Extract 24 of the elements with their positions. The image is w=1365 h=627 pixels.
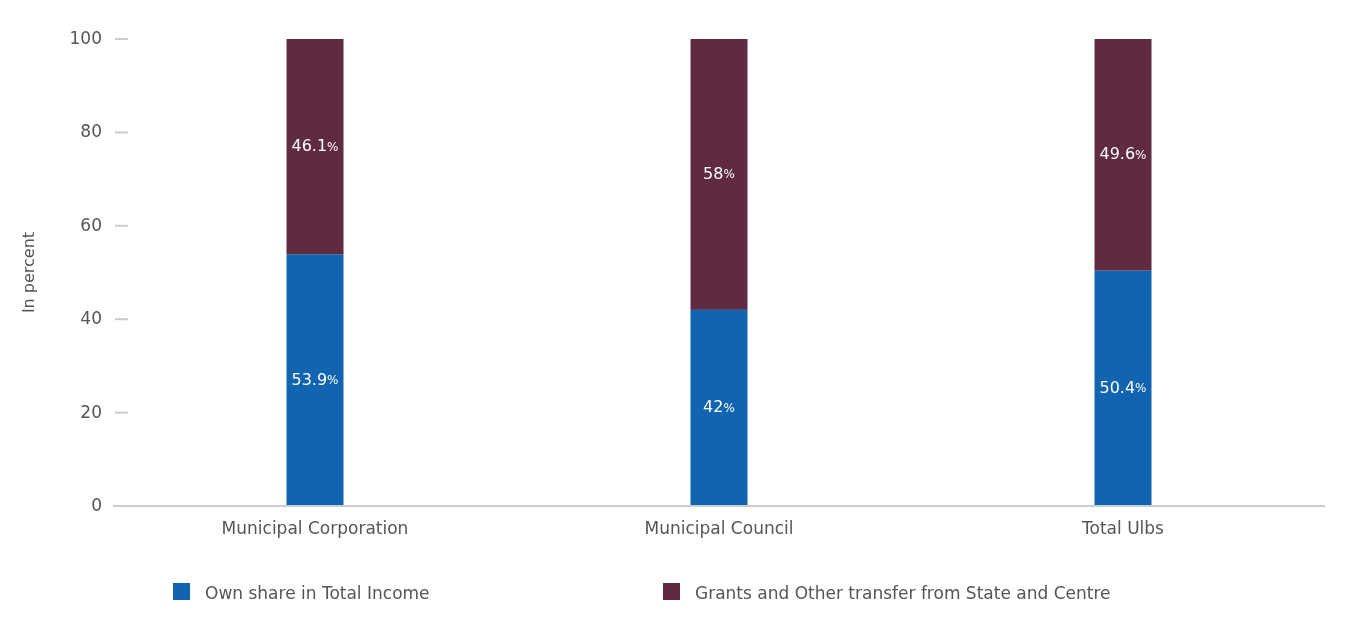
y-tick-label: 0 xyxy=(91,495,102,515)
y-axis-title: In percent xyxy=(19,231,38,314)
bar xyxy=(690,309,748,506)
data-label: 53.9% xyxy=(291,369,339,389)
y-tick-label: 100 xyxy=(69,28,102,48)
legend-label: Own share in Total Income xyxy=(205,583,430,603)
x-tick-label: Total Ulbs xyxy=(1081,518,1165,538)
legend-label: Grants and Other transfer from State and Centre xyxy=(695,583,1111,603)
bar xyxy=(286,39,344,255)
y-tick-label: 60 xyxy=(80,214,102,235)
y-tick-label: 40 xyxy=(80,308,102,329)
y-tick-label: 80 xyxy=(80,121,102,142)
data-label: 58% xyxy=(703,163,735,183)
bar xyxy=(690,39,748,310)
data-label: 50.4% xyxy=(1099,377,1147,397)
data-label: 49.6% xyxy=(1099,144,1147,164)
y-tick-label: 20 xyxy=(80,401,102,422)
bar xyxy=(1094,270,1152,506)
data-label: 42% xyxy=(703,397,735,417)
bar xyxy=(286,254,344,506)
x-tick-label: Municipal Council xyxy=(644,518,794,538)
x-tick-label: Municipal Corporation xyxy=(221,518,409,538)
bar xyxy=(1094,39,1152,271)
data-label: 46.1% xyxy=(291,136,339,156)
